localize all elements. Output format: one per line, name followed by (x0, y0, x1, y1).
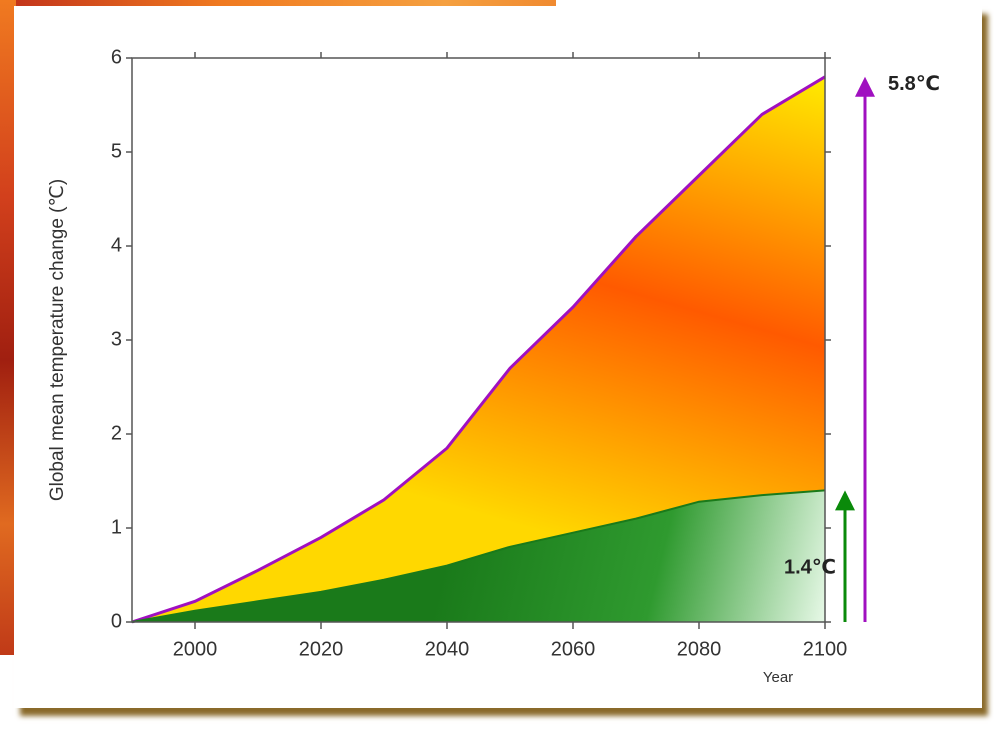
slide-decoration (0, 0, 16, 655)
y-axis-label: Global mean temperature change (℃) (47, 179, 68, 501)
y-tick-label: 1 (111, 516, 122, 538)
y-tick-label: 5 (111, 140, 122, 162)
x-tick-label: 2100 (803, 638, 848, 660)
x-tick-label: 2040 (425, 638, 470, 660)
y-tick-label: 2 (111, 422, 122, 444)
y-tick-label: 6 (111, 46, 122, 68)
series-line (131, 489, 826, 623)
arrow-head (835, 490, 855, 511)
x-tick-label: 2000 (173, 638, 218, 660)
arrow-head (855, 76, 875, 97)
series-line (131, 75, 826, 624)
x-tick-label: 2080 (677, 638, 722, 660)
x-tick-label: 2060 (551, 638, 596, 660)
y-tick-label: 4 (111, 234, 122, 256)
annotation-label: 1.4℃ (784, 557, 836, 579)
y-tick-label: 3 (111, 328, 122, 350)
annotation-label: 5.8℃ (888, 73, 940, 95)
upper-band (132, 76, 825, 623)
slide-decoration (0, 0, 556, 8)
x-tick-label: 2020 (299, 638, 344, 660)
y-tick-label: 0 (111, 610, 122, 632)
x-axis-label: Year (763, 669, 793, 686)
